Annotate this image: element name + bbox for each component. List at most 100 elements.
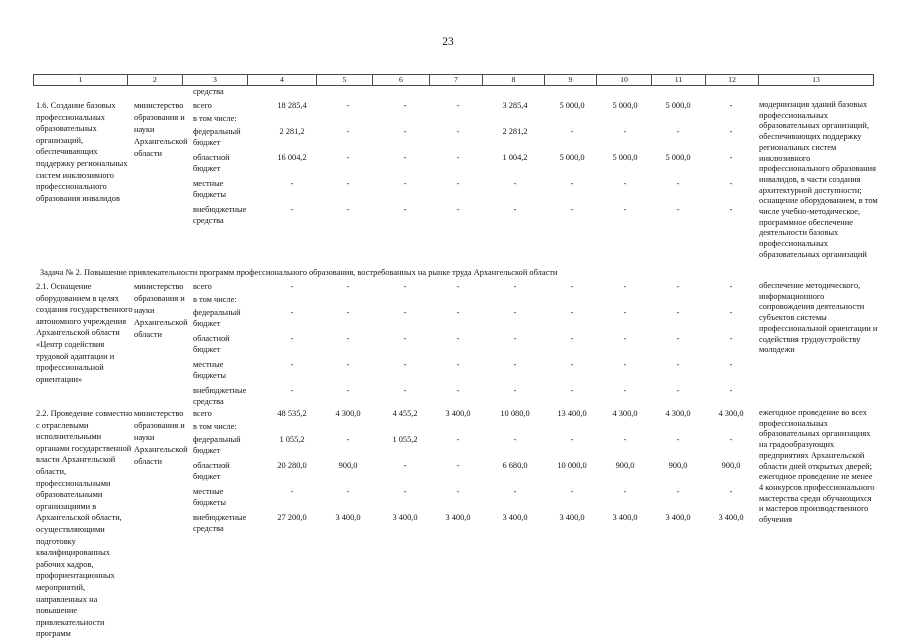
budget-line: всего - - - - - - - - - [185,281,759,294]
column-header-cell: 5 [317,74,373,86]
executor-name: министерство образования и науки Арханге… [134,409,188,466]
budget-value: - [513,334,517,343]
budget-line: местные бюджеты - - - - - - - - - [185,359,759,385]
column-header-cell: 6 [373,74,430,86]
budget-value: - [403,308,407,317]
budget-label: внебюджетные средства [193,386,247,407]
budget-value: 3 400,0 [665,513,691,522]
budget-value: 3 400,0 [559,513,585,522]
budget-line: федеральный бюджет 2 281,2 - - - 2 281,2 - - - - [185,126,759,152]
continuation-text: средства [193,87,224,96]
budget-label: областной бюджет [193,153,230,174]
budget-value: 27 200,0 [277,513,307,522]
budget-value: - [346,205,350,214]
budget-value: - [513,435,517,444]
table-row: 2.2. Проведение совместно с отраслевыми … [33,407,878,640]
budget-value: - [346,179,350,188]
budget-value: - [346,101,350,110]
budget-value: - [456,461,460,470]
budget-value: 900,0 [338,461,358,470]
budget-value: - [346,360,350,369]
budget-value: - [676,282,680,291]
budget-value: - [513,205,517,214]
budget-label: всего [193,282,212,291]
budget-value: - [346,282,350,291]
budget-value: - [623,360,627,369]
budget-value: - [729,386,733,395]
budget-value: 48 535,2 [277,409,307,418]
budget-value: 10 000,0 [557,461,587,470]
budget-value: - [456,205,460,214]
budget-value: - [623,308,627,317]
budget-value: - [513,179,517,188]
table-body: средства 1.6. Создание базовых профессио… [33,86,878,640]
budget-label: областной бюджет [193,461,230,482]
budget-value: 2 281,2 [502,127,528,136]
budget-line: местные бюджеты - - - - - - - - - [185,486,759,512]
budget-value: - [570,360,574,369]
budget-value: 900,0 [721,461,741,470]
column-header-cell: 10 [597,74,652,86]
column-header-cell: 9 [545,74,597,86]
budget-line: внебюджетные средства - - - - - - - - - [185,204,759,230]
budget-value: - [729,205,733,214]
budget-value: - [623,334,627,343]
budget-line: всего 48 535,2 4 300,0 4 455,2 3 400,0 10 080… [185,408,759,421]
budget-value: - [729,360,733,369]
budget-line: областной бюджет 16 004,2 - - - 1 004,2 5 000,… [185,152,759,178]
budget-value: - [403,282,407,291]
budget-value: - [290,386,294,395]
budget-value: - [346,127,350,136]
budget-line: федеральный бюджет 1 055,2 - 1 055,2 - - - - - - [185,434,759,460]
budget-value: - [676,386,680,395]
budget-value: - [403,487,407,496]
budget-value: - [403,386,407,395]
task-heading: Задача № 2. Повышение привлекательности … [40,268,558,277]
budget-value: 4 300,0 [612,409,638,418]
budget-value: - [570,127,574,136]
budget-label: федеральный бюджет [193,127,241,148]
budget-value: 20 280,0 [277,461,307,470]
budget-value: - [676,205,680,214]
budget-value: - [570,282,574,291]
column-header-cell: 4 [248,74,317,86]
budget-value: - [346,334,350,343]
budget-value: - [346,435,350,444]
table-row: 2.1. Оснащение оборудованием в целях соз… [33,280,878,407]
budget-value: 4 455,2 [392,409,418,418]
budget-value: 10 080,0 [500,409,530,418]
budget-value: 3 400,0 [502,513,528,522]
budget-value: 5 000,0 [665,153,691,162]
budget-label: федеральный бюджет [193,308,241,329]
measure-name: 2.2. Проведение совместно с отраслевыми … [36,409,133,639]
budget-value: - [676,487,680,496]
budget-value: 3 400,0 [612,513,638,522]
budget-value: - [570,435,574,444]
budget-label: в том числе: [193,295,237,304]
budget-value: 3 400,0 [718,513,744,522]
budget-value: 900,0 [668,461,688,470]
budget-value: - [623,127,627,136]
budget-value: - [570,487,574,496]
budget-value: 5 000,0 [665,101,691,110]
budget-value: 1 055,2 [392,435,418,444]
budget-value: - [403,205,407,214]
budget-value: 900,0 [615,461,635,470]
budget-line: областной бюджет - - - - - - - - - [185,333,759,359]
budget-value: - [346,487,350,496]
budget-value: - [513,487,517,496]
executor-name: министерство образования и науки Арханге… [134,282,188,339]
budget-value: - [729,435,733,444]
budget-label: всего [193,101,212,110]
column-header-cell: 7 [430,74,483,86]
budget-label: всего [193,409,212,418]
budget-label: местные бюджеты [193,179,227,200]
budget-value: 4 300,0 [335,409,361,418]
budget-value: 5 000,0 [559,101,585,110]
budget-value: - [456,127,460,136]
column-header-cell: 8 [483,74,545,86]
budget-value: - [623,282,627,291]
budget-line: внебюджетные средства 27 200,0 3 400,0 3 40… [185,512,759,538]
budget-value: 1 055,2 [279,435,305,444]
